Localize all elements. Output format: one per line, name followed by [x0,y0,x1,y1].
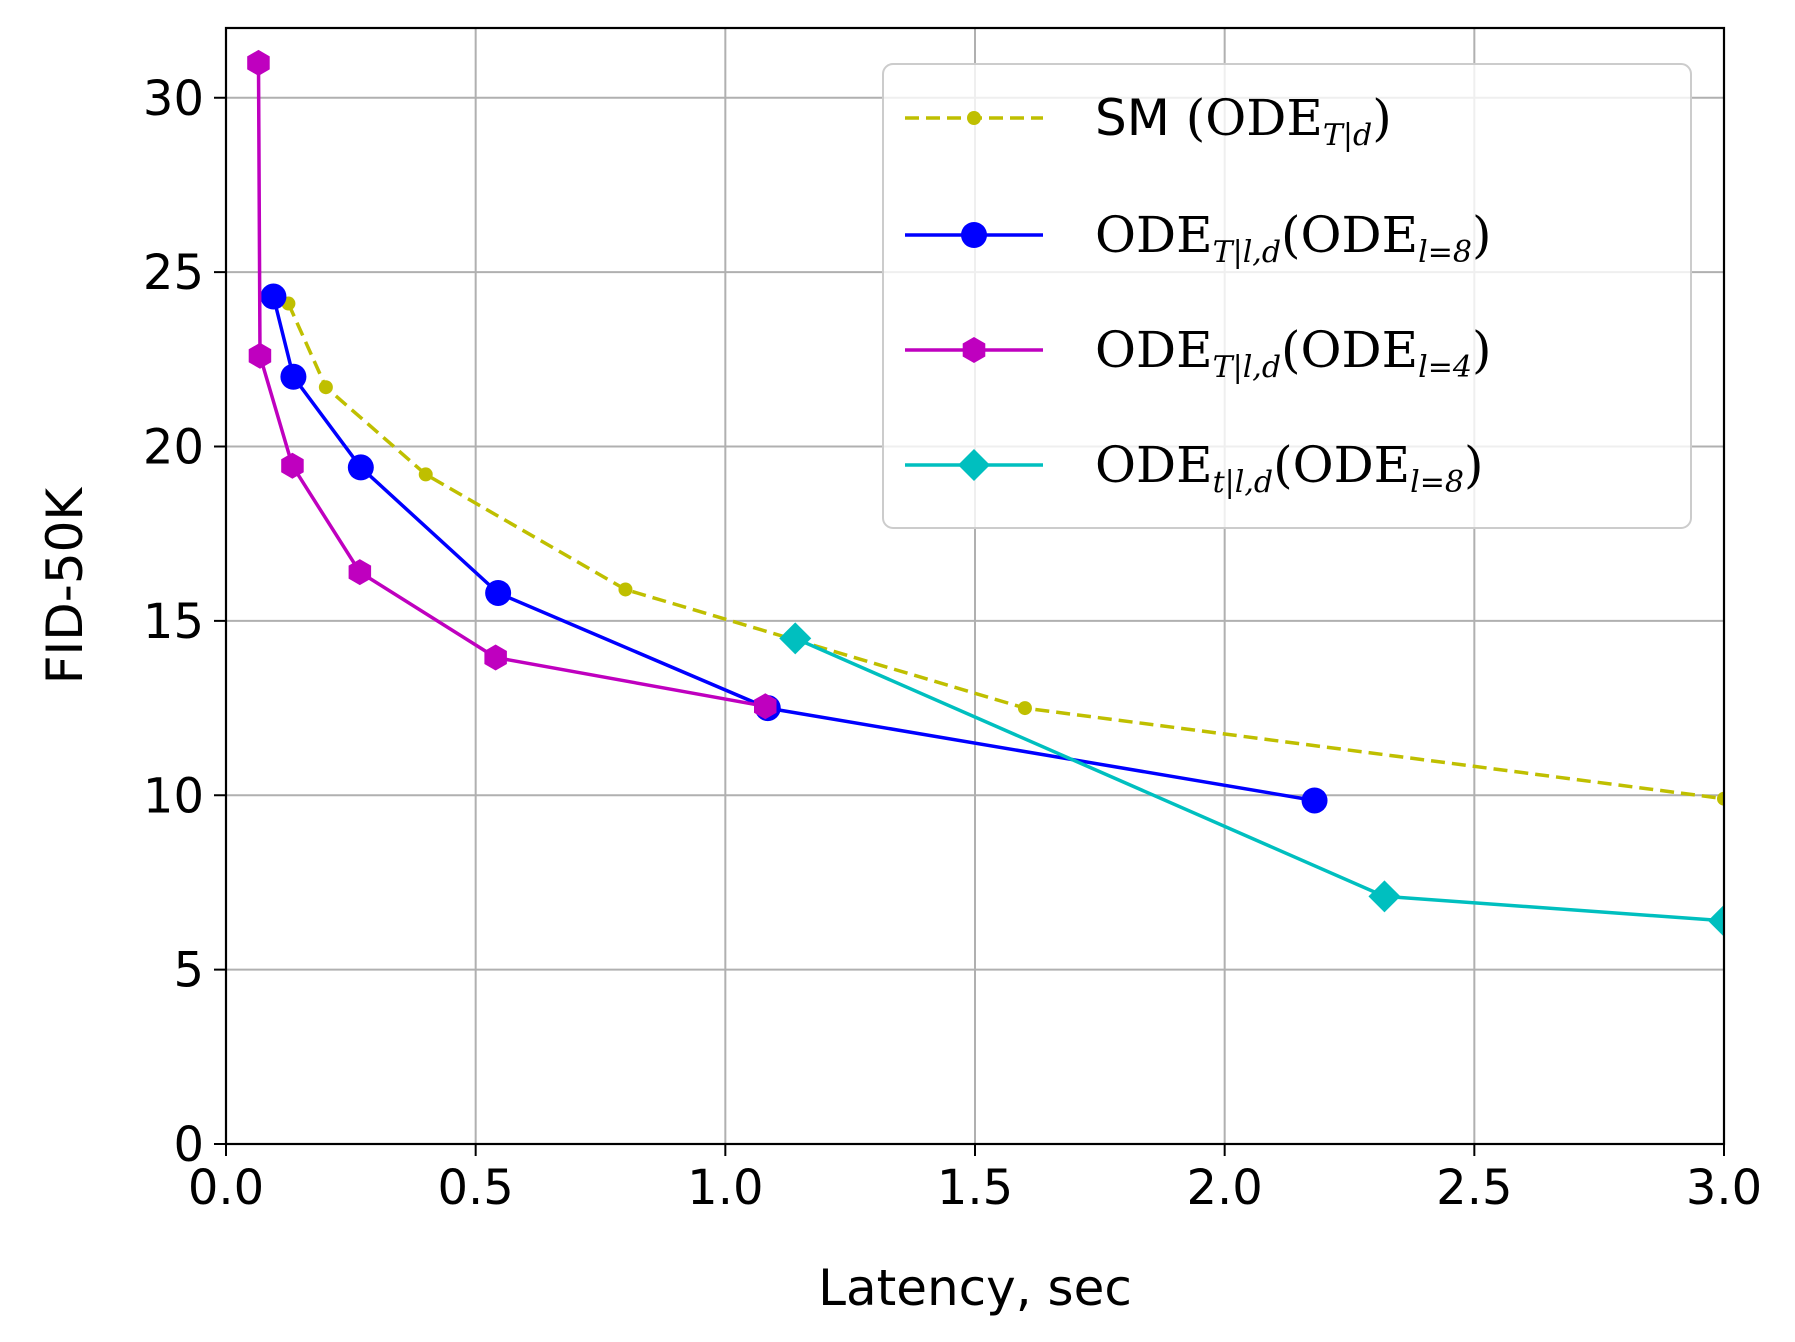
legend-box [882,63,1692,529]
data-point [1368,880,1401,913]
x-tick-label: 2.0 [1186,1160,1262,1216]
x-tick-label: 1.0 [687,1160,763,1216]
data-point [348,559,372,586]
data-point [618,582,633,597]
y-tick-label: 15 [143,594,204,650]
data-point [281,452,304,479]
y-axis-title: FID-50K [36,487,94,685]
data-point [484,644,507,671]
legend-swatch-marker [958,449,990,481]
data-point [754,693,777,720]
series-ode-t-small-ld-l8 [779,622,1724,937]
legend-swatch-marker [961,222,987,248]
legend: SM (ODET|d) ODET|l,d(ODEl=8) ODET|l,d(ODEl… [882,63,1692,529]
data-point [318,380,333,395]
y-tick-label: 0 [173,1117,204,1173]
y-tick-label: 5 [173,943,204,999]
data-point [1717,791,1724,806]
data-point [779,622,812,655]
x-axis-title: Latency, sec [818,1259,1132,1317]
plot-frame [224,26,1726,1146]
data-point [280,363,307,390]
legend-swatch-marker [967,111,981,125]
x-axis-ticks: 0.0 0.5 1.0 1.5 2.0 2.5 3.0 [188,1144,1762,1216]
data-point [260,283,287,310]
legend-swatch-marker [962,337,986,363]
y-tick-label: 10 [143,768,204,824]
data-point [1708,904,1724,937]
y-tick-label: 20 [143,420,204,476]
x-tick-label: 0.0 [188,1160,264,1216]
data-point [347,454,374,481]
data-point [485,579,512,606]
y-tick-label: 30 [143,71,204,127]
series-line [286,302,1724,801]
data-point [247,49,270,76]
x-tick-label: 2.5 [1436,1160,1512,1216]
legend-label: ODEt|l,d(ODEl=8) [1095,436,1484,500]
data-point [418,467,433,482]
data-point [1301,787,1328,814]
legend-label: ODET|l,d(ODEl=8) [1095,206,1491,270]
series-line [256,62,766,709]
data-point [248,342,272,369]
x-tick-label: 0.5 [437,1160,513,1216]
data-point [1017,701,1032,716]
series-line [271,296,1315,803]
y-tick-label: 25 [143,245,204,301]
x-tick-label: 3.0 [1686,1160,1762,1216]
series-layer [247,49,1724,937]
series-ode-tld-l4 [247,49,777,720]
y-axis-ticks: 0 5 10 15 20 25 30 [143,71,226,1173]
x-tick-label: 1.5 [937,1160,1013,1216]
legend-label: ODET|l,d(ODEl=4) [1095,321,1491,385]
legend-label: SM (ODET|d) [1095,89,1392,153]
